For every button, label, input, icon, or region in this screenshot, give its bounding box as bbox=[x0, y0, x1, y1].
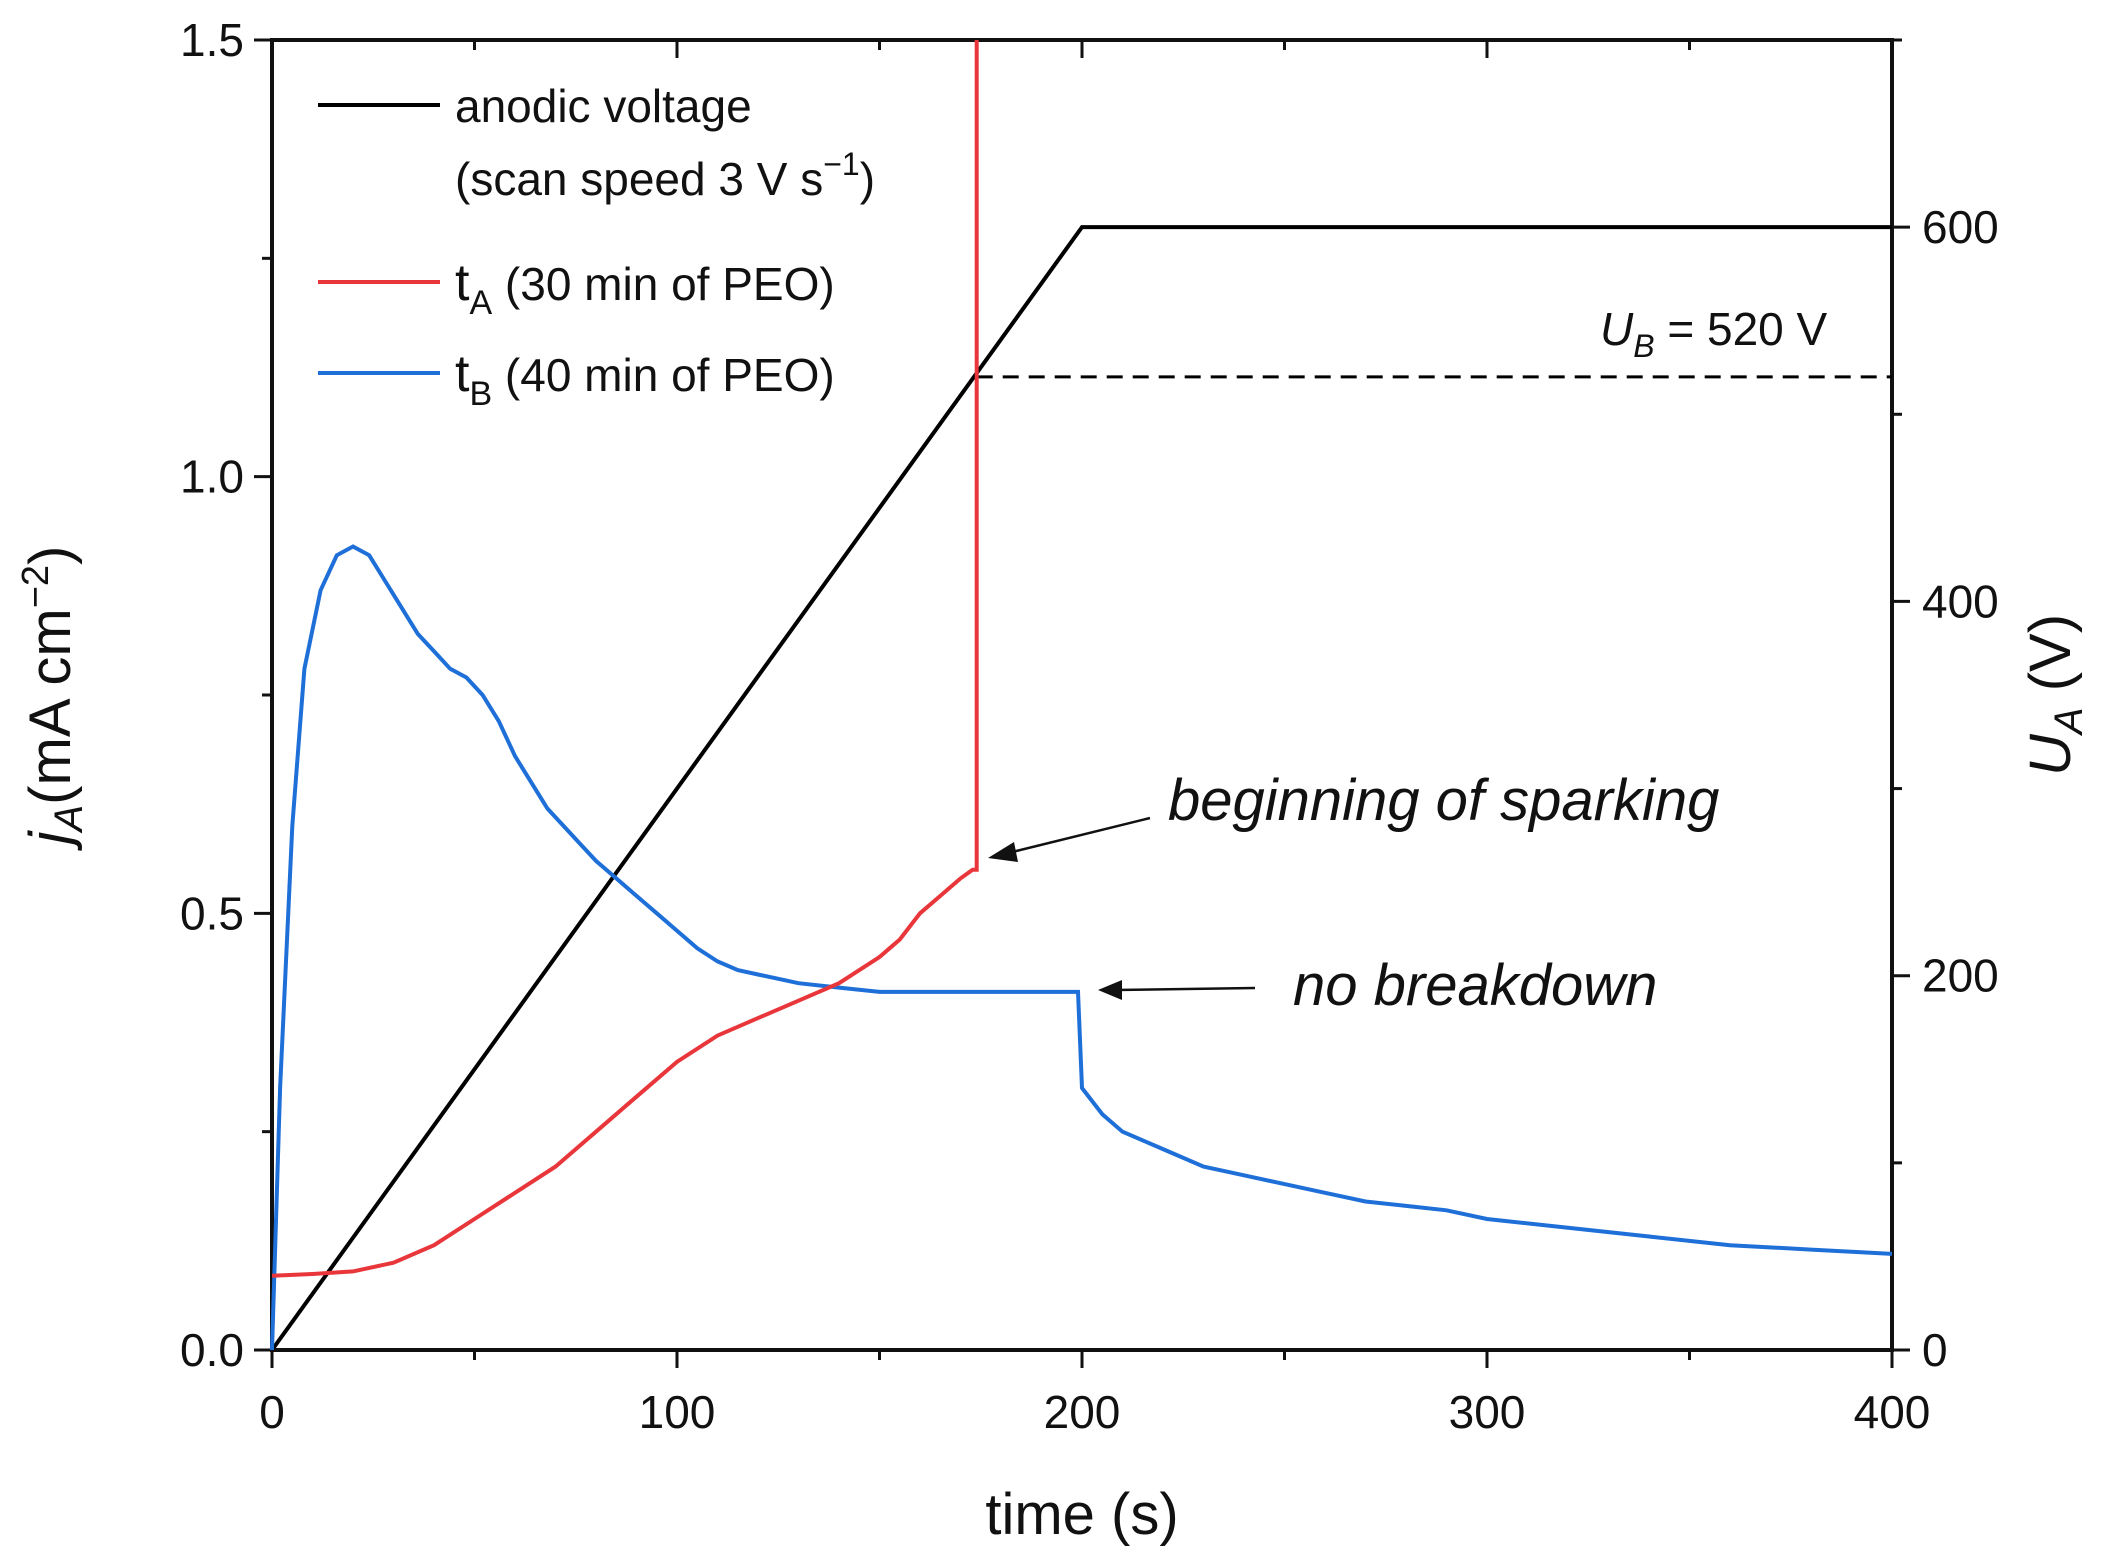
y-right-tick-label: 400 bbox=[1922, 575, 1999, 627]
axis-tick-labels: 0 100 200 300 400 0.0 0.5 1.0 1.5 0 200 400 600 bbox=[180, 14, 1999, 1438]
y-left-tick-label: 0.5 bbox=[180, 887, 244, 939]
annotation-arrow-no-breakdown bbox=[1114, 986, 1256, 992]
y-right-title-main: U bbox=[2018, 733, 2083, 776]
legend-label-voltage-line1: anodic voltage bbox=[455, 80, 752, 132]
y-left-title-close: ) bbox=[18, 546, 83, 565]
legend-tA-main: t bbox=[455, 254, 470, 312]
y-left-title-sub: A bbox=[47, 805, 91, 834]
annotations: beginning of sparking no breakdown bbox=[988, 768, 1719, 1018]
y-axis-left-title: jA(mA cm−2) bbox=[15, 546, 91, 852]
y-right-title-sub: A bbox=[2047, 707, 2091, 736]
series-anodic-voltage bbox=[270, 225, 1892, 1352]
annotation-arrowhead-no-breakdown bbox=[1098, 980, 1122, 1000]
y-right-tick-label: 600 bbox=[1922, 201, 1999, 253]
y-left-title-main: j bbox=[18, 829, 83, 851]
x-tick-label: 200 bbox=[1044, 1386, 1121, 1438]
annotation-arrow-sparking bbox=[999, 816, 1151, 857]
x-tick-label: 0 bbox=[259, 1386, 285, 1438]
y-right-title-unit: (V) bbox=[2018, 614, 2083, 707]
legend-tB-rest: (40 min of PEO) bbox=[492, 349, 835, 401]
axis-ticks bbox=[254, 38, 1910, 1368]
series-tB bbox=[270, 544, 1893, 1351]
legend-tB-sub: B bbox=[469, 375, 492, 413]
y-left-tick-label: 0.0 bbox=[180, 1324, 244, 1376]
y-axis-right-title: UA (V) bbox=[2018, 614, 2091, 776]
y-left-tick-label: 1.0 bbox=[180, 451, 244, 503]
legend-tA-sub: A bbox=[469, 284, 492, 322]
x-tick-label: 400 bbox=[1854, 1386, 1931, 1438]
legend-voltage-line2-post: ) bbox=[860, 153, 875, 205]
annotation-arrowhead-sparking bbox=[988, 842, 1018, 862]
plot-frame bbox=[270, 38, 1894, 1352]
legend: anodic voltage (scan speed 3 V s−1) tA (… bbox=[318, 80, 875, 413]
y-left-title-exp: −2 bbox=[15, 565, 57, 608]
y-right-tick-label: 200 bbox=[1922, 950, 1999, 1002]
x-tick-label: 300 bbox=[1449, 1386, 1526, 1438]
ub-label-rest: = 520 V bbox=[1655, 303, 1828, 355]
series-layer bbox=[270, 40, 1893, 1352]
legend-label-voltage-line2: (scan speed 3 V s−1) bbox=[455, 146, 875, 205]
legend-voltage-line2-pre: (scan speed 3 V s bbox=[455, 153, 823, 205]
legend-label-tA: tA (30 min of PEO) bbox=[455, 254, 835, 322]
x-axis-title: time (s) bbox=[985, 1482, 1178, 1547]
annotation-no-breakdown: no breakdown bbox=[1293, 953, 1657, 1018]
ub-label-main: U bbox=[1600, 303, 1634, 355]
y-left-title-unit: (mA cm bbox=[18, 608, 83, 805]
ub-label-sub: B bbox=[1633, 328, 1654, 364]
series-tA bbox=[271, 40, 979, 1278]
y-right-tick-label: 0 bbox=[1922, 1324, 1948, 1376]
annotation-sparking: beginning of sparking bbox=[1168, 768, 1719, 833]
legend-label-tB: tB (40 min of PEO) bbox=[455, 345, 835, 413]
legend-tB-main: t bbox=[455, 345, 470, 403]
ub-label: UB = 520 V bbox=[1600, 303, 1828, 364]
legend-tA-rest: (30 min of PEO) bbox=[492, 258, 835, 310]
x-tick-label: 100 bbox=[639, 1386, 716, 1438]
legend-voltage-line2-exp: −1 bbox=[823, 146, 859, 182]
y-left-tick-label: 1.5 bbox=[180, 14, 244, 66]
